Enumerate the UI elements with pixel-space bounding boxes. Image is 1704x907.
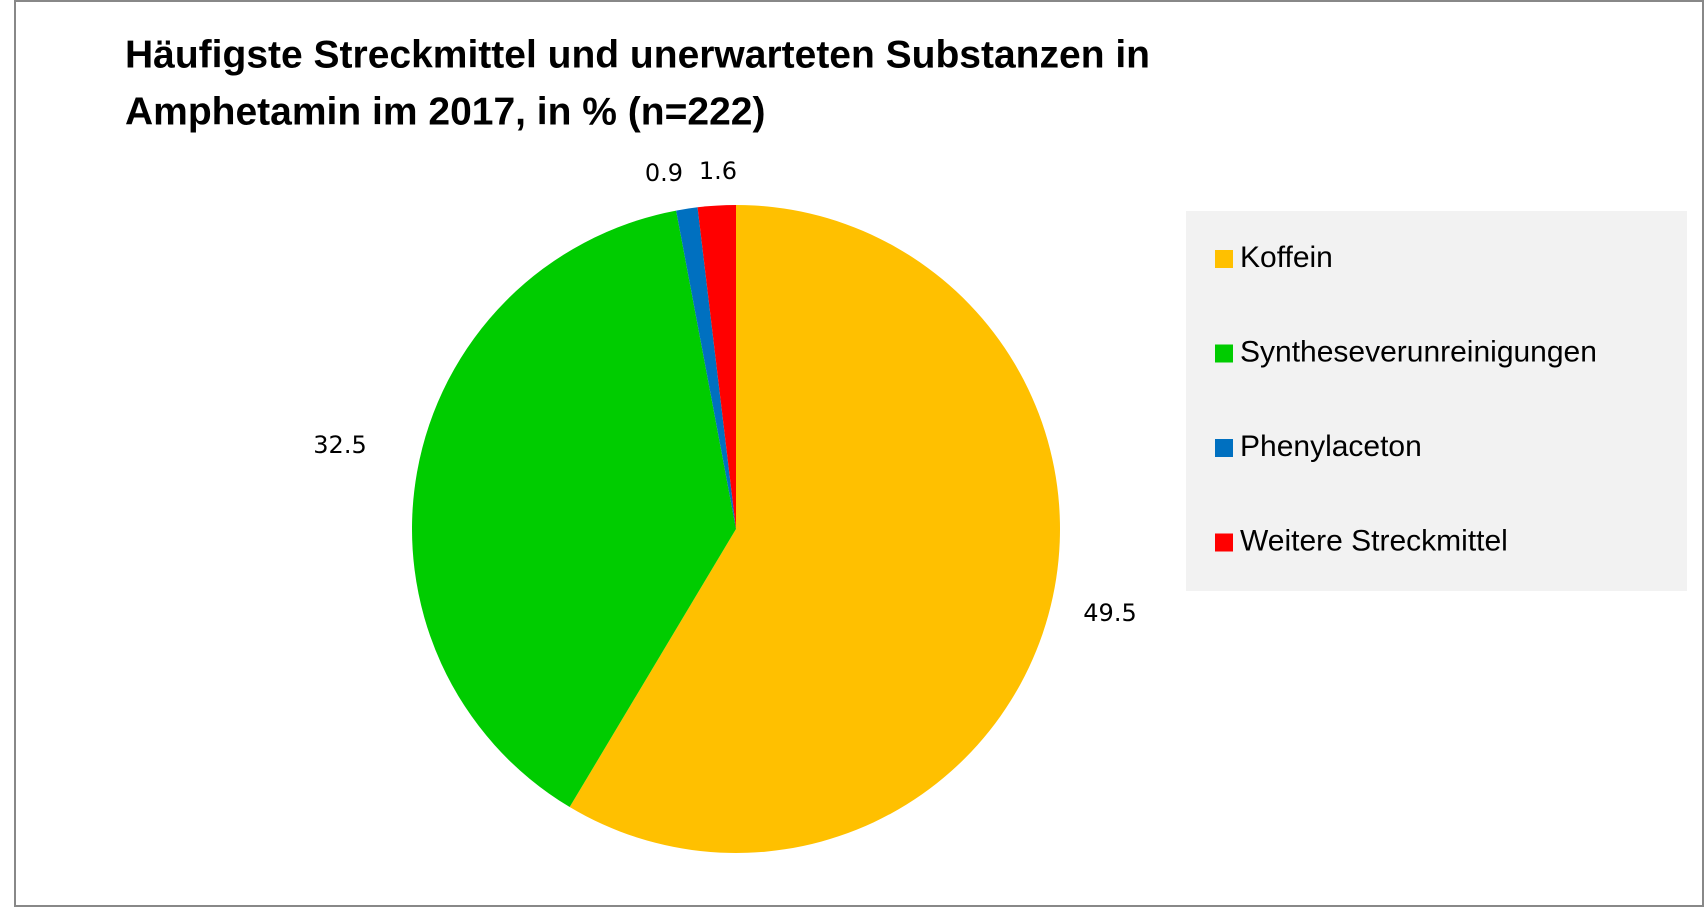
data-label: 0.9 (645, 159, 683, 187)
legend-label: Syntheseverunreinigungen (1240, 335, 1597, 368)
legend-label: Weitere Streckmittel (1240, 524, 1508, 557)
pie-slice (411, 210, 736, 808)
data-label: 1.6 (699, 157, 737, 185)
data-label: 32.5 (313, 431, 366, 459)
legend-swatch (1215, 533, 1233, 552)
pie-slice (569, 205, 1060, 853)
pie-slice (697, 205, 736, 529)
legend-swatch (1215, 439, 1233, 457)
chart-title: Amphetamin im 2017, in % (n=222) (125, 90, 765, 133)
legend-label: Phenylaceton (1240, 430, 1422, 463)
legend-swatch (1215, 250, 1233, 268)
pie-slice (676, 207, 736, 529)
legend-label: Koffein (1240, 241, 1333, 274)
chart-title: Häufigste Streckmittel und unerwarteten … (125, 33, 1150, 76)
data-label: 49.5 (1083, 599, 1136, 627)
legend-swatch (1215, 344, 1233, 363)
legend-box (1186, 211, 1687, 591)
